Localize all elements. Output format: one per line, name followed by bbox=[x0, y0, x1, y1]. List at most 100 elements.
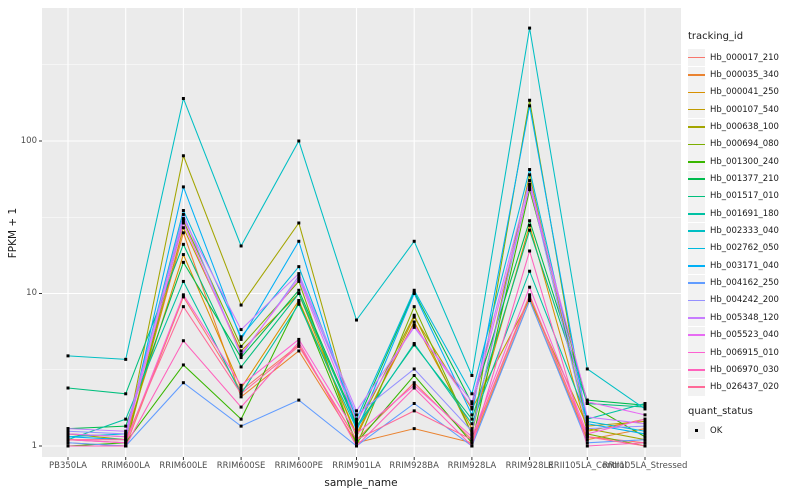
data-point bbox=[412, 288, 416, 292]
legend-item: Hb_003171_040 bbox=[688, 257, 800, 275]
legend-item: Hb_002333_040 bbox=[688, 222, 800, 240]
data-point bbox=[470, 427, 474, 431]
y-axis-title: FPKM + 1 bbox=[7, 207, 19, 259]
data-point bbox=[66, 354, 70, 358]
y-tick-label: 1 bbox=[31, 440, 37, 451]
data-point bbox=[412, 367, 416, 371]
data-point bbox=[181, 339, 185, 343]
data-point bbox=[239, 344, 243, 348]
data-point bbox=[412, 315, 416, 319]
data-point bbox=[355, 318, 358, 322]
legend-key-line-icon bbox=[688, 282, 705, 284]
data-point bbox=[528, 285, 532, 289]
x-tick-label: RRIM928LE bbox=[505, 461, 554, 471]
data-point bbox=[355, 429, 358, 433]
x-tick-label: RRIM901LA bbox=[332, 461, 381, 471]
legend-item-label: Hb_001691_180 bbox=[710, 208, 779, 219]
data-point bbox=[412, 320, 416, 324]
data-point bbox=[297, 277, 301, 281]
legend-key-line-icon bbox=[688, 195, 705, 198]
data-point bbox=[470, 400, 474, 404]
data-point bbox=[585, 438, 589, 442]
legend-item-label: Hb_002333_040 bbox=[710, 226, 779, 237]
data-point bbox=[643, 407, 647, 411]
data-point bbox=[124, 441, 128, 445]
data-point bbox=[124, 438, 128, 442]
legend-item-label: Hb_001300_240 bbox=[710, 156, 779, 167]
data-point bbox=[181, 96, 185, 100]
legend-key bbox=[688, 291, 705, 309]
data-point bbox=[470, 422, 474, 426]
data-point bbox=[643, 419, 647, 423]
data-point bbox=[528, 98, 532, 102]
data-point bbox=[239, 417, 243, 421]
legend-item-quant-ok: OK bbox=[688, 422, 800, 440]
data-point bbox=[181, 305, 185, 309]
legend-item-label: OK bbox=[710, 425, 723, 436]
data-point bbox=[66, 438, 70, 442]
x-tick-label: RRIM928BA bbox=[389, 461, 439, 471]
panel-background bbox=[42, 8, 681, 457]
data-point bbox=[239, 365, 243, 369]
data-point bbox=[355, 432, 358, 436]
data-point bbox=[181, 219, 185, 223]
legend-key-line-icon bbox=[688, 108, 705, 111]
data-point bbox=[528, 293, 532, 297]
legend-item-label: Hb_000638_100 bbox=[710, 122, 779, 133]
data-point bbox=[124, 392, 128, 396]
data-point bbox=[585, 441, 589, 445]
legend-key bbox=[688, 326, 705, 344]
data-point bbox=[297, 300, 301, 304]
legend-key-line-icon bbox=[688, 178, 705, 180]
data-point bbox=[124, 424, 128, 428]
data-point bbox=[124, 429, 128, 433]
legend-key bbox=[688, 378, 705, 396]
legend-key-line-icon bbox=[688, 351, 705, 354]
legend-key bbox=[688, 153, 705, 171]
data-point bbox=[124, 432, 128, 436]
data-point bbox=[643, 429, 647, 433]
data-point bbox=[181, 295, 185, 299]
legend-key-line-icon bbox=[688, 334, 705, 336]
legend-key bbox=[688, 422, 705, 440]
data-point bbox=[412, 383, 416, 387]
data-point bbox=[412, 381, 416, 385]
data-point bbox=[181, 231, 185, 235]
data-point bbox=[470, 413, 474, 417]
legend-key-line-icon bbox=[688, 386, 705, 388]
data-point bbox=[239, 335, 243, 339]
data-point bbox=[585, 435, 589, 439]
data-point bbox=[355, 444, 358, 448]
x-tick-label: RRII105LA_Control bbox=[547, 461, 627, 471]
data-point bbox=[239, 349, 243, 353]
data-point bbox=[297, 288, 301, 292]
data-point bbox=[181, 381, 185, 385]
data-point bbox=[528, 185, 532, 189]
legend-item: Hb_026437_020 bbox=[688, 378, 800, 396]
data-point bbox=[181, 363, 185, 367]
legend-item-label: Hb_005523_040 bbox=[710, 330, 779, 341]
legend-key bbox=[688, 66, 705, 84]
legend-item: Hb_004162_250 bbox=[688, 274, 800, 292]
data-point bbox=[239, 328, 243, 332]
data-point bbox=[528, 26, 532, 30]
data-point bbox=[528, 223, 532, 227]
legend-key bbox=[688, 118, 705, 136]
data-point bbox=[528, 295, 532, 299]
data-point bbox=[412, 325, 416, 329]
data-point bbox=[528, 168, 532, 172]
y-tick-label: 100 bbox=[20, 135, 37, 146]
data-point bbox=[355, 438, 358, 442]
legend-key bbox=[688, 49, 705, 67]
data-point bbox=[297, 337, 301, 341]
data-point bbox=[470, 417, 474, 421]
legend-item: Hb_000694_080 bbox=[688, 135, 800, 153]
data-point bbox=[239, 424, 243, 428]
data-point bbox=[297, 302, 301, 306]
legend-key-line-icon bbox=[688, 264, 705, 267]
data-point bbox=[585, 424, 589, 428]
legend-key bbox=[688, 274, 705, 292]
legend-key bbox=[688, 257, 705, 275]
legend-item-label: Hb_003171_040 bbox=[710, 260, 779, 271]
